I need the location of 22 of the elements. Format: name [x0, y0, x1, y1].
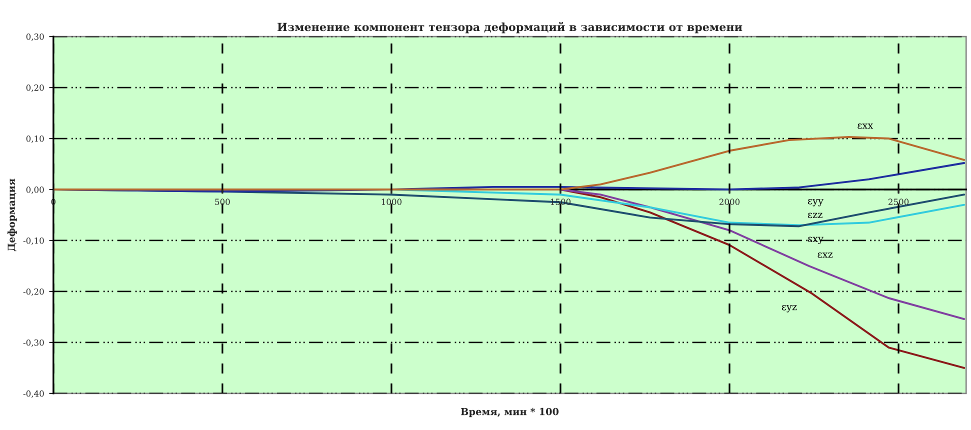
series-label: εxx [858, 124, 874, 129]
series-label: εyy [808, 199, 824, 206]
y-tick-label: 0,10 [26, 136, 44, 143]
x-tick-label: 1000 [382, 198, 402, 205]
y-tick-label: -0,30 [23, 339, 44, 347]
y-tick-label: -0,20 [23, 288, 44, 296]
y-tick-label: 0,30 [26, 34, 44, 41]
y-tick-label: 0,20 [26, 84, 44, 92]
y-tick-label: 0,00 [26, 186, 44, 194]
line-series [53, 136, 966, 190]
y-tick-label: -0,40 [23, 390, 44, 398]
x-tick-label: 2000 [719, 198, 740, 205]
series-label: εzz [808, 212, 822, 218]
y-axis-title: Деформация [7, 178, 17, 252]
chart-title: Изменение компонент тензора деформаций в зависимости от времени [278, 22, 742, 34]
x-axis-title: Время, мин * 100 [460, 408, 559, 418]
x-tick-label: 500 [215, 198, 230, 205]
series-label: εxz [818, 252, 833, 258]
y-tick-label: -0,10 [23, 237, 44, 245]
x-tick-label: 2500 [888, 198, 909, 205]
series-label: εyz [782, 305, 797, 312]
series-label: εxy [808, 236, 824, 244]
